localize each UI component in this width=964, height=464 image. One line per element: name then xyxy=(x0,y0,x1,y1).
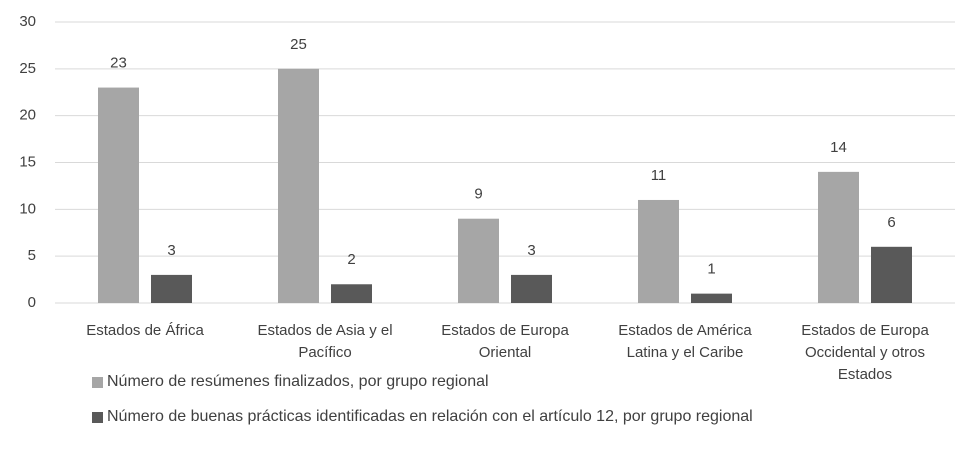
y-tick-label: 5 xyxy=(28,247,36,264)
legend-label: Número de resúmenes finalizados, por gru… xyxy=(107,373,489,390)
value-label: 1 xyxy=(707,261,715,278)
value-label: 6 xyxy=(887,214,895,231)
bar xyxy=(458,218,499,303)
bar xyxy=(871,246,912,303)
y-tick-label: 20 xyxy=(19,107,36,124)
value-label: 14 xyxy=(830,139,847,156)
value-label: 11 xyxy=(651,167,667,184)
bar xyxy=(331,284,372,303)
x-tick-label: Estados de África xyxy=(86,322,204,339)
bar xyxy=(511,274,552,303)
x-tick-label: Estados de Europa Occidental y otros Est… xyxy=(801,322,929,383)
legend-entry: Número de resúmenes finalizados, por gru… xyxy=(92,373,489,391)
bar xyxy=(691,293,732,303)
value-label: 3 xyxy=(167,242,175,259)
x-tick-label: Estados de Asia y el Pacífico xyxy=(257,322,393,361)
legend-label: Número de buenas prácticas identificadas… xyxy=(107,408,753,425)
bar xyxy=(638,199,679,303)
bar xyxy=(278,68,319,303)
legend-swatch xyxy=(92,411,103,423)
y-tick-label: 25 xyxy=(19,60,36,77)
x-tick-label: Estados de Europa Oriental xyxy=(441,322,569,361)
legend-entry: Número de buenas prácticas identificadas… xyxy=(92,408,753,426)
value-label: 3 xyxy=(527,242,535,259)
y-tick-label: 15 xyxy=(19,153,36,170)
bar xyxy=(98,87,139,303)
value-label: 9 xyxy=(474,186,482,203)
bar xyxy=(818,171,859,303)
legend-swatch xyxy=(92,376,103,388)
value-label: 25 xyxy=(290,36,307,53)
y-tick-label: 30 xyxy=(19,13,36,30)
x-tick-label: Estados de América Latina y el Caribe xyxy=(618,322,752,361)
bar xyxy=(151,274,192,303)
value-label: 23 xyxy=(110,55,127,72)
y-tick-label: 0 xyxy=(28,294,36,311)
y-tick-label: 10 xyxy=(19,200,36,217)
value-label: 2 xyxy=(347,251,355,268)
